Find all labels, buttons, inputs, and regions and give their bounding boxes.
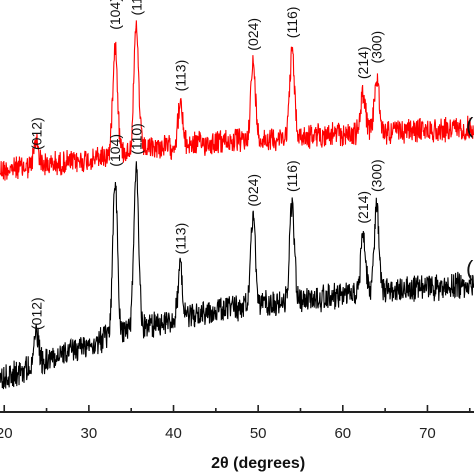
x-tick-label: 30 xyxy=(81,425,98,442)
x-tick-label: 40 xyxy=(165,425,182,442)
peak-label: (110) xyxy=(128,123,144,155)
x-tick-label: 20 xyxy=(0,425,13,442)
series-tag-1: ( xyxy=(466,113,474,138)
peak-label: (104) xyxy=(107,0,123,30)
series-line-1 xyxy=(0,20,474,181)
peak-label: (300) xyxy=(369,31,385,64)
peak-label: (116) xyxy=(284,7,300,39)
peak-label: (024) xyxy=(245,174,261,207)
peak-label: (110) xyxy=(128,0,144,16)
series-line-2 xyxy=(0,161,474,390)
peak-label: (113) xyxy=(172,60,188,92)
peak-label: (113) xyxy=(172,223,188,255)
peak-label: (116) xyxy=(284,160,300,192)
peak-label: (214) xyxy=(355,191,371,224)
series-tag-2: ( xyxy=(466,256,474,281)
x-tick-label: 60 xyxy=(334,425,351,442)
peak-label: (214) xyxy=(355,46,371,79)
peak-label: (300) xyxy=(369,159,385,192)
peak-label: (104) xyxy=(107,134,123,167)
x-axis-title: 2θ (degrees) xyxy=(211,455,305,472)
x-tick-label: 70 xyxy=(419,425,436,442)
x-axis: 20 30 40 50 60 70 xyxy=(0,405,474,442)
peak-label: (012) xyxy=(28,117,44,150)
x-tick-label: 50 xyxy=(250,425,267,442)
plot-area: (012)(104)(110)(113)(024)(116)(214)(300)… xyxy=(0,0,474,390)
peak-label: (012) xyxy=(28,297,44,330)
peak-label: (024) xyxy=(245,18,261,51)
